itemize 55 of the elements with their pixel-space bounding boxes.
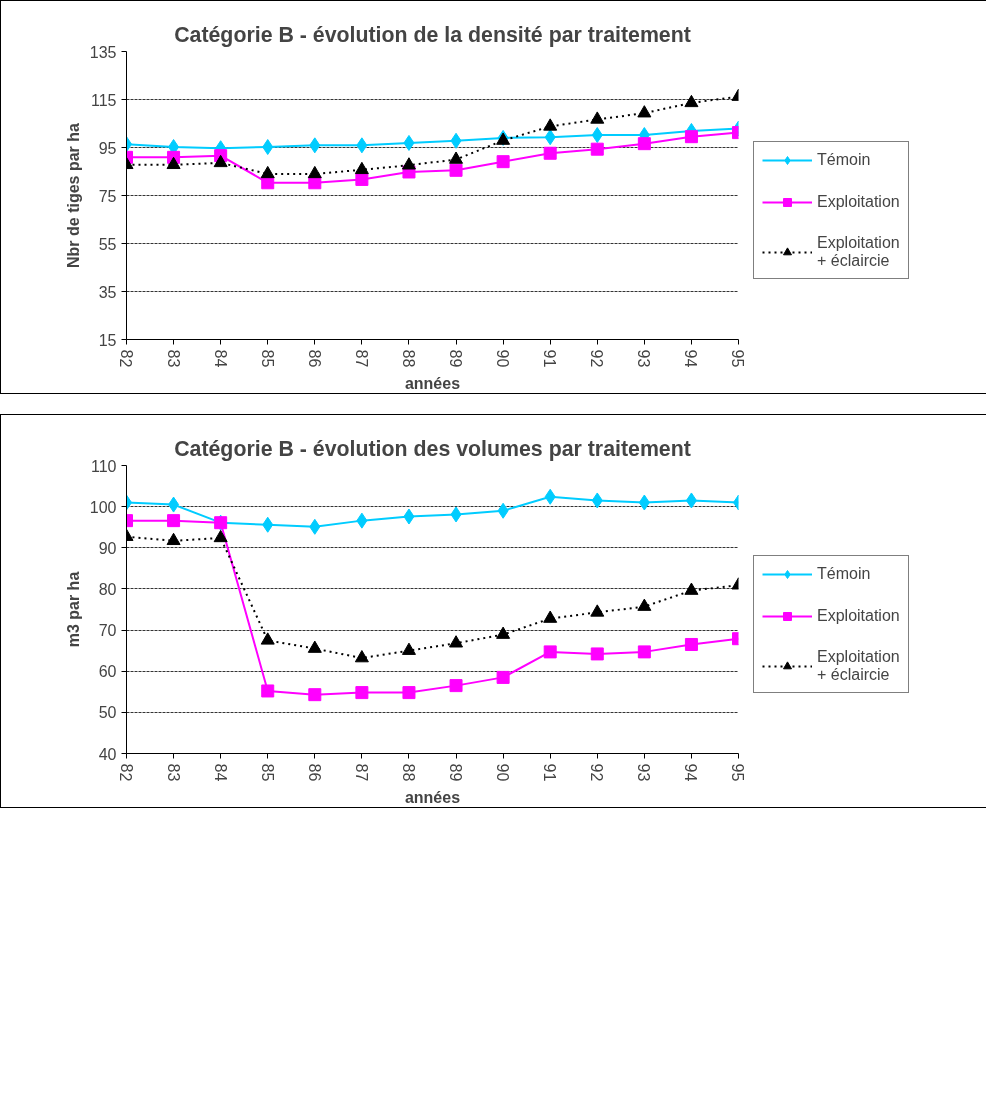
x-tick-label: 94 — [682, 763, 700, 782]
x-tick-label: 95 — [729, 763, 747, 782]
y-tick-label: 95 — [98, 139, 117, 157]
x-tick-label: 84 — [211, 763, 229, 782]
legend-label: Exploitation — [817, 193, 900, 211]
x-tick-label: 93 — [635, 763, 653, 782]
y-axis-title: m3 par ha — [64, 571, 82, 648]
y-tick-label: 35 — [98, 283, 117, 301]
x-tick-label: 89 — [447, 349, 465, 368]
x-tick-label: 91 — [541, 349, 559, 368]
legend-label: Exploitation + éclaircie — [817, 648, 900, 684]
y-tick-label: 70 — [98, 622, 117, 640]
legend-label: Exploitation + éclaircie — [817, 234, 900, 270]
x-tick-label: 86 — [305, 349, 323, 368]
y-tick-label: 55 — [98, 235, 117, 253]
y-tick-label: 75 — [98, 187, 117, 205]
y-tick-label: 60 — [98, 663, 117, 681]
y-tick-label: 80 — [98, 580, 117, 598]
y-tick-label: 100 — [89, 498, 117, 516]
x-tick-label: 87 — [352, 763, 370, 782]
y-axis-title: Nbr de tiges par ha — [64, 122, 82, 268]
x-tick-label: 85 — [258, 763, 276, 782]
y-tick-label: 90 — [98, 539, 117, 557]
x-tick-label: 82 — [117, 349, 135, 368]
chart-title: Catégorie B - évolution de la densité par traitement — [174, 22, 691, 47]
y-tick-label: 50 — [98, 704, 117, 722]
x-tick-label: 95 — [729, 349, 747, 368]
y-tick-label: 135 — [89, 43, 117, 61]
y-tick-label: 110 — [90, 457, 117, 475]
x-tick-label: 83 — [164, 763, 182, 782]
x-tick-label: 85 — [258, 349, 276, 368]
x-tick-label: 92 — [588, 763, 606, 782]
legend-label: Témoin — [817, 565, 871, 583]
x-tick-label: 82 — [117, 763, 135, 782]
x-tick-label: 94 — [682, 349, 700, 368]
y-tick-label: 115 — [90, 91, 117, 109]
legend-label: Exploitation — [817, 607, 900, 625]
x-tick-label: 84 — [211, 349, 229, 368]
x-tick-label: 83 — [164, 349, 182, 368]
x-tick-label: 88 — [399, 349, 417, 368]
x-tick-label: 91 — [541, 763, 559, 782]
x-tick-label: 93 — [635, 349, 653, 368]
x-tick-label: 90 — [494, 763, 512, 782]
y-tick-label: 15 — [98, 331, 117, 349]
chart-title: Catégorie B - évolution des volumes par traitement — [174, 436, 691, 461]
x-tick-label: 86 — [305, 763, 323, 782]
x-tick-label: 92 — [588, 349, 606, 368]
x-axis-title: années — [404, 375, 461, 393]
x-tick-label: 89 — [447, 763, 465, 782]
y-tick-label: 40 — [98, 745, 117, 763]
x-tick-label: 88 — [399, 763, 417, 782]
x-tick-label: 90 — [494, 349, 512, 368]
x-axis-title: années — [404, 789, 461, 807]
legend-label: Témoin — [817, 151, 871, 169]
x-tick-label: 87 — [352, 349, 370, 368]
